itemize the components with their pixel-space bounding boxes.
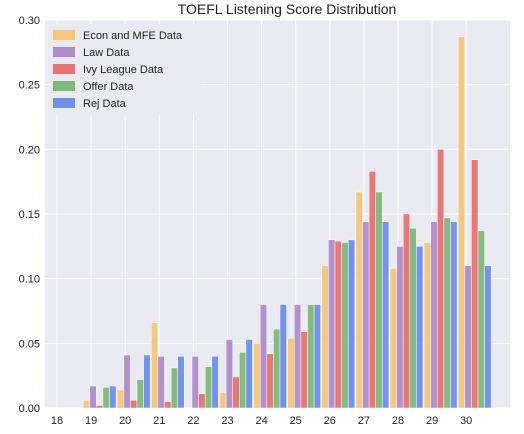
bar xyxy=(204,366,213,409)
bar xyxy=(239,352,247,409)
y-tick-label: 0.10 xyxy=(19,274,40,286)
bar xyxy=(82,399,90,409)
chart-title: TOEFL Listening Score Distribution xyxy=(178,1,397,17)
bar xyxy=(266,353,274,409)
bar xyxy=(225,339,233,409)
bar xyxy=(89,385,97,409)
bar xyxy=(355,191,363,409)
x-tick-label: 26 xyxy=(324,415,336,427)
bar xyxy=(321,265,329,409)
x-tick-label: 28 xyxy=(392,415,404,427)
x-tick-label: 29 xyxy=(426,415,438,427)
legend: Econ and MFE Data Law Data Ivy League Data… xyxy=(51,24,201,115)
bar xyxy=(273,328,281,409)
y-tick-label: 0.05 xyxy=(19,338,40,350)
bar xyxy=(368,171,376,409)
x-tick-label: 24 xyxy=(255,415,267,427)
bar xyxy=(232,376,240,409)
bar xyxy=(328,239,336,409)
bar xyxy=(362,221,370,409)
y-tick-label: 0.15 xyxy=(19,209,40,221)
legend-label: Ivy League Data xyxy=(83,64,164,76)
x-tick-label: 23 xyxy=(221,415,233,427)
x-tick-label: 25 xyxy=(290,415,302,427)
bar xyxy=(347,239,356,409)
bar xyxy=(437,149,445,409)
legend-label: Offer Data xyxy=(83,81,134,93)
legend-swatch xyxy=(53,47,75,57)
bar xyxy=(123,354,131,409)
x-tick-label: 19 xyxy=(85,415,97,427)
bar xyxy=(423,242,431,409)
legend-swatch xyxy=(53,81,75,91)
x-tick-label: 18 xyxy=(51,415,63,427)
bar xyxy=(457,36,466,409)
bar xyxy=(287,337,295,409)
legend-label: Rej Data xyxy=(83,98,127,110)
legend-box xyxy=(51,24,201,115)
bar xyxy=(477,230,485,409)
bar xyxy=(300,331,308,409)
legend-swatch xyxy=(53,98,75,108)
bar xyxy=(170,367,178,409)
bars xyxy=(82,36,492,409)
legend-swatch xyxy=(53,30,75,40)
bar xyxy=(102,387,110,409)
bar xyxy=(279,304,287,409)
bar xyxy=(430,221,438,409)
bar xyxy=(334,240,342,409)
x-tick-label: 20 xyxy=(119,415,131,427)
bar xyxy=(130,399,138,409)
y-tick-label: 0.00 xyxy=(19,403,40,415)
bar xyxy=(443,217,451,409)
legend-label: Law Data xyxy=(83,47,130,59)
legend-swatch xyxy=(53,64,75,74)
bar xyxy=(198,393,206,409)
bar xyxy=(409,227,417,409)
bar xyxy=(245,339,253,409)
bar xyxy=(96,405,104,409)
bar xyxy=(177,356,185,409)
bar xyxy=(253,343,261,409)
bar xyxy=(191,356,199,409)
x-tick-label: 30 xyxy=(460,415,472,427)
y-axis-ticks: 0.00 0.05 0.10 0.15 0.20 0.25 0.30 xyxy=(19,15,40,415)
bar xyxy=(109,385,117,409)
bar xyxy=(211,356,219,409)
bar xyxy=(341,242,349,409)
bar xyxy=(484,265,492,409)
bar xyxy=(471,159,479,409)
bar xyxy=(464,265,472,409)
bar xyxy=(402,213,411,409)
x-tick-label: 22 xyxy=(187,415,199,427)
bar xyxy=(389,268,397,409)
bar xyxy=(382,221,390,409)
bar xyxy=(157,356,165,409)
bar xyxy=(450,221,458,409)
bar xyxy=(136,379,144,409)
bar xyxy=(116,389,125,409)
y-tick-label: 0.30 xyxy=(19,15,40,27)
x-axis-ticks: 18 19 20 21 22 23 24 25 26 27 28 29 30 xyxy=(51,415,472,427)
bar xyxy=(375,191,383,409)
bar xyxy=(396,246,404,409)
bar xyxy=(151,322,159,409)
bar xyxy=(313,304,321,409)
bar xyxy=(164,401,172,409)
y-tick-label: 0.25 xyxy=(19,80,40,92)
bar xyxy=(294,304,302,409)
bar xyxy=(259,304,268,409)
x-tick-label: 21 xyxy=(153,415,165,427)
bar xyxy=(307,304,315,409)
y-tick-label: 0.20 xyxy=(19,144,40,156)
legend-label: Econ and MFE Data xyxy=(83,30,183,42)
bar xyxy=(219,392,227,409)
bar xyxy=(416,246,424,409)
x-tick-label: 27 xyxy=(358,415,370,427)
bar xyxy=(143,354,151,409)
